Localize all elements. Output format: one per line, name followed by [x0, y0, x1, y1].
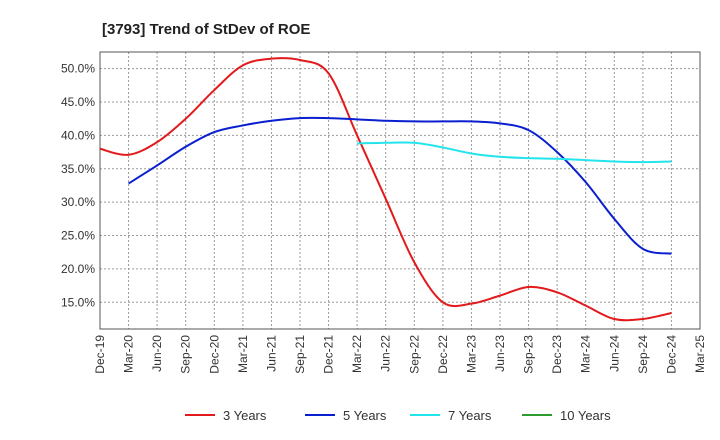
x-tick-label: Mar-21: [236, 335, 250, 373]
x-tick-label: Dec-20: [207, 335, 221, 374]
series-line-7-years: [357, 141, 672, 164]
y-tick-label: 35.0%: [61, 162, 95, 176]
series-line-3-years: [99, 57, 672, 322]
y-tick-label: 30.0%: [61, 195, 95, 209]
y-tick-label: 40.0%: [61, 128, 95, 142]
y-tick-label: 20.0%: [61, 262, 95, 276]
x-tick-label: Jun-20: [150, 335, 164, 372]
x-tick-label: Jun-24: [607, 335, 621, 372]
x-tick-label: Sep-20: [179, 335, 193, 374]
x-tick-label: Sep-21: [293, 335, 307, 374]
legend-label: 3 Years: [223, 408, 267, 423]
x-axis-ticks: Dec-19 Mar-20 Jun-20 Sep-20 Dec-20 Mar-21 Jun-…: [93, 335, 707, 374]
x-tick-label: Mar-23: [464, 335, 478, 373]
x-tick-label: Dec-24: [664, 335, 678, 374]
x-tick-label: Dec-22: [436, 335, 450, 374]
x-tick-label: Mar-25: [693, 335, 707, 373]
plot-background: [100, 52, 700, 329]
x-tick-label: Sep-24: [636, 335, 650, 374]
series-line-5-years: [128, 116, 672, 255]
x-tick-label: Sep-23: [522, 335, 536, 374]
legend: 3 Years 5 Years 7 Years 10 Years: [185, 408, 611, 423]
x-tick-label: Jun-23: [493, 335, 507, 372]
x-tick-label: Mar-24: [579, 335, 593, 373]
y-tick-label: 45.0%: [61, 95, 95, 109]
y-tick-label: 15.0%: [61, 295, 95, 309]
y-axis-ticks: 15.0% 20.0% 25.0% 30.0% 35.0% 40.0% 45.0% 50.0%: [61, 62, 95, 310]
x-tick-label: Dec-23: [550, 335, 564, 374]
x-tick-label: Jun-22: [379, 335, 393, 372]
x-tick-label: Dec-21: [322, 335, 336, 374]
x-tick-label: Dec-19: [93, 335, 107, 374]
legend-label: 10 Years: [560, 408, 611, 423]
plot-area: [99, 51, 701, 330]
x-tick-label: Mar-22: [350, 335, 364, 373]
y-tick-label: 50.0%: [61, 62, 95, 76]
legend-label: 7 Years: [448, 408, 492, 423]
plot-border: [99, 51, 701, 330]
x-tick-label: Jun-21: [264, 335, 278, 372]
x-tick-label: Mar-20: [122, 335, 136, 373]
legend-label: 5 Years: [343, 408, 387, 423]
x-tick-label: Sep-22: [407, 335, 421, 374]
chart-title: [3793] Trend of StDev of ROE: [102, 21, 310, 38]
y-tick-label: 25.0%: [61, 229, 95, 243]
series-lines: [99, 57, 672, 322]
